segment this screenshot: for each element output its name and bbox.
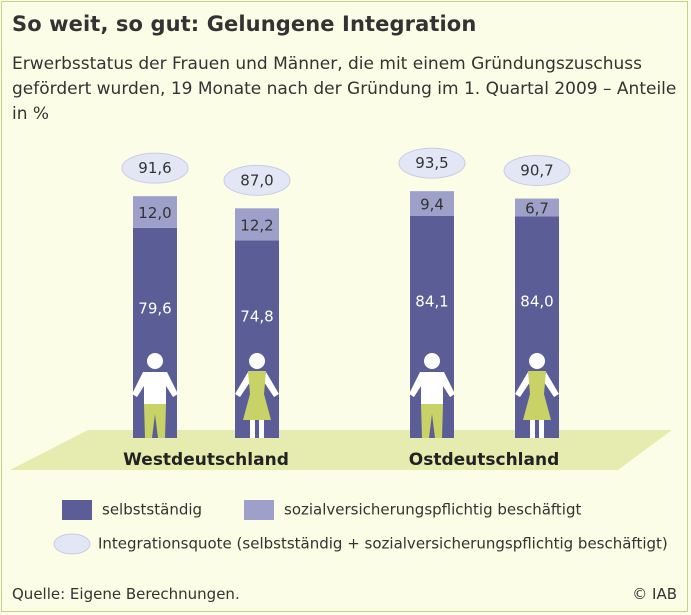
figure-torso-icon: [409, 372, 455, 404]
chart-title: So weit, so gut: Gelungene Integration: [12, 12, 477, 36]
copyright: © IAB: [632, 585, 677, 603]
legend-swatch-sozial: [244, 500, 274, 520]
bar-sozial: [515, 198, 559, 217]
legend-item-selbststaendig: selbstständig: [62, 500, 202, 520]
legend-label-selbststaendig: selbstständig: [102, 500, 203, 519]
figure-arm-icon: [515, 372, 530, 397]
figure-trousers-icon: [144, 404, 166, 438]
quote-label: 90,7: [520, 162, 553, 180]
legend-label-quote: Integrationsquote (selbstständig + sozia…: [98, 534, 668, 553]
legend-item-sozial: sozialversicherungspflichtig beschäftigt: [244, 500, 581, 520]
figure-leg-icon: [539, 420, 544, 438]
group-label-ost: Ostdeutschland: [409, 450, 560, 470]
chart-subtitle: Erwerbsstatus der Frauen und Männer, die…: [12, 54, 677, 124]
bar-label-sozial: 12,0: [138, 204, 171, 222]
figure-head-icon: [147, 353, 163, 369]
quote-label: 91,6: [138, 159, 171, 177]
bar-label-sozial: 12,2: [240, 216, 273, 234]
figure-arm-icon: [264, 372, 279, 397]
figure-head-icon: [529, 353, 545, 369]
figure-leg-icon: [259, 420, 264, 438]
figure-dress-icon: [243, 371, 271, 420]
figure-head-icon: [424, 353, 440, 369]
legend-swatch-quote: [53, 533, 91, 555]
bar-sozial: [235, 208, 279, 241]
figure-arm-icon: [544, 372, 559, 397]
quote-label: 87,0: [240, 171, 273, 189]
figure-trousers-icon: [421, 404, 443, 438]
figure-leg-icon: [530, 420, 535, 438]
quote-ellipse: [121, 152, 189, 184]
bar-label-selbststaendig: 74,8: [240, 308, 273, 326]
figure-dress-icon: [523, 371, 551, 420]
group-label-west: Westdeutschland: [123, 450, 289, 470]
bar-label-selbststaendig: 79,6: [138, 300, 171, 318]
bar-sozial: [133, 196, 177, 228]
bar-label-selbststaendig: 84,0: [520, 293, 553, 311]
quote-ellipse: [398, 147, 466, 179]
quote-label: 93,5: [415, 154, 448, 172]
legend-swatch-selbststaendig: [62, 500, 92, 520]
bar-sozial: [410, 191, 454, 216]
quote-ellipse: [503, 155, 571, 187]
figure-leg-icon: [250, 420, 255, 438]
bar-label-sozial: 9,4: [420, 196, 444, 214]
bar-label-selbststaendig: 84,1: [415, 292, 448, 310]
quote-ellipse: [223, 164, 291, 196]
floor-platform: [10, 430, 672, 470]
source-note: Quelle: Eigene Berechnungen.: [12, 585, 240, 603]
figure-torso-icon: [132, 372, 178, 404]
figure-arm-icon: [235, 372, 250, 397]
legend-label-sozial: sozialversicherungspflichtig beschäftigt: [284, 500, 582, 519]
bar-label-sozial: 6,7: [525, 199, 549, 217]
legend-item-quote: Integrationsquote (selbstständig + sozia…: [52, 532, 668, 556]
figure-head-icon: [249, 353, 265, 369]
